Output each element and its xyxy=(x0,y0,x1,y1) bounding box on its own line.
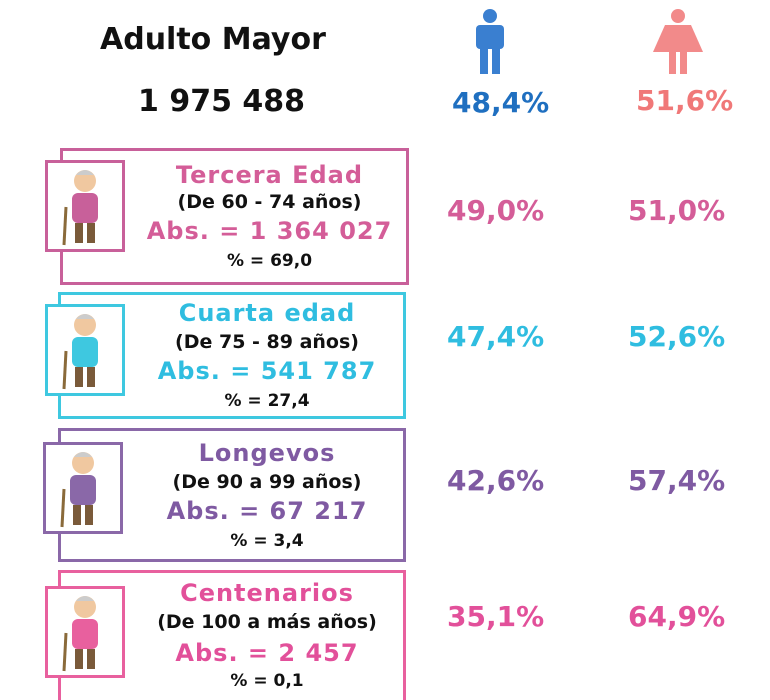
group-male: 49,0% xyxy=(447,194,545,227)
group-title: Longevos xyxy=(198,439,336,467)
icon-box xyxy=(45,160,125,252)
group-female: 57,4% xyxy=(628,464,726,497)
group-range: (De 75 - 89 años) xyxy=(175,331,359,353)
group-pct: % = 69,0 xyxy=(226,251,313,271)
male-icon xyxy=(476,9,504,74)
elder-icon xyxy=(60,452,96,528)
group-title: Tercera Edad xyxy=(175,161,364,189)
group-title: Cuarta edad xyxy=(178,299,356,327)
group-pct: % = 3,4 xyxy=(230,531,304,551)
female-icon xyxy=(653,9,703,74)
icon-box xyxy=(45,586,125,678)
female-total: 51,6% xyxy=(636,84,734,117)
group-abs: Abs. = 541 787 xyxy=(157,357,377,385)
group-male: 47,4% xyxy=(447,320,545,353)
group-range: (De 60 - 74 años) xyxy=(177,191,362,213)
group-female: 64,9% xyxy=(628,600,726,633)
elder-icon xyxy=(62,170,98,246)
group-pct: % = 27,4 xyxy=(224,391,310,411)
group-female: 52,6% xyxy=(628,320,726,353)
group-male: 35,1% xyxy=(447,600,545,633)
group-pct: % = 0,1 xyxy=(230,671,304,691)
group-abs: Abs. = 2 457 xyxy=(175,639,359,667)
group-abs: Abs. = 67 217 xyxy=(166,497,368,525)
elder-icon xyxy=(62,596,98,672)
group-male: 42,6% xyxy=(447,464,545,497)
group-range: (De 90 a 99 años) xyxy=(172,471,362,493)
group-range: (De 100 a más años) xyxy=(157,611,377,633)
elder-icon xyxy=(62,314,98,390)
group-abs: Abs. = 1 364 027 xyxy=(146,217,393,245)
group-female: 51,0% xyxy=(628,194,726,227)
male-total: 48,4% xyxy=(452,86,550,119)
icon-box xyxy=(45,304,125,396)
group-box: Tercera Edad (De 60 - 74 años) Abs. = 1 36… xyxy=(60,148,409,285)
icon-box xyxy=(43,442,123,534)
title: Adulto Mayor xyxy=(100,22,326,57)
group-title: Centenarios xyxy=(180,579,354,607)
total: 1 975 488 xyxy=(138,84,306,119)
